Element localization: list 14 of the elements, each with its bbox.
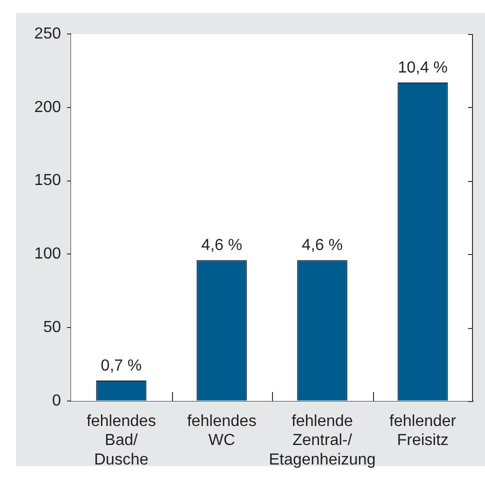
x-tick-label: fehlender Freisitz — [389, 413, 457, 450]
y-tick-label: 150 — [34, 172, 62, 190]
annotation: 4,6 % — [302, 237, 343, 254]
x-tick-label: fehlende Zentral-/ Etagenheizung — [268, 413, 376, 468]
x-tick-label: fehlendes Bad/ Dusche — [86, 413, 156, 468]
y-tick-label: 100 — [34, 246, 62, 263]
annotation: 4,6 % — [201, 237, 242, 254]
annotation: 0,7 % — [100, 357, 142, 374]
y-tick-label: 250 — [34, 25, 62, 42]
annotation: 10,4 % — [398, 59, 448, 76]
y-tick-label: 0 — [52, 392, 62, 410]
y-tick-label: 50 — [43, 319, 62, 336]
y-tick-label: 200 — [34, 98, 62, 116]
x-tick-label: fehlendes WC — [187, 413, 256, 450]
